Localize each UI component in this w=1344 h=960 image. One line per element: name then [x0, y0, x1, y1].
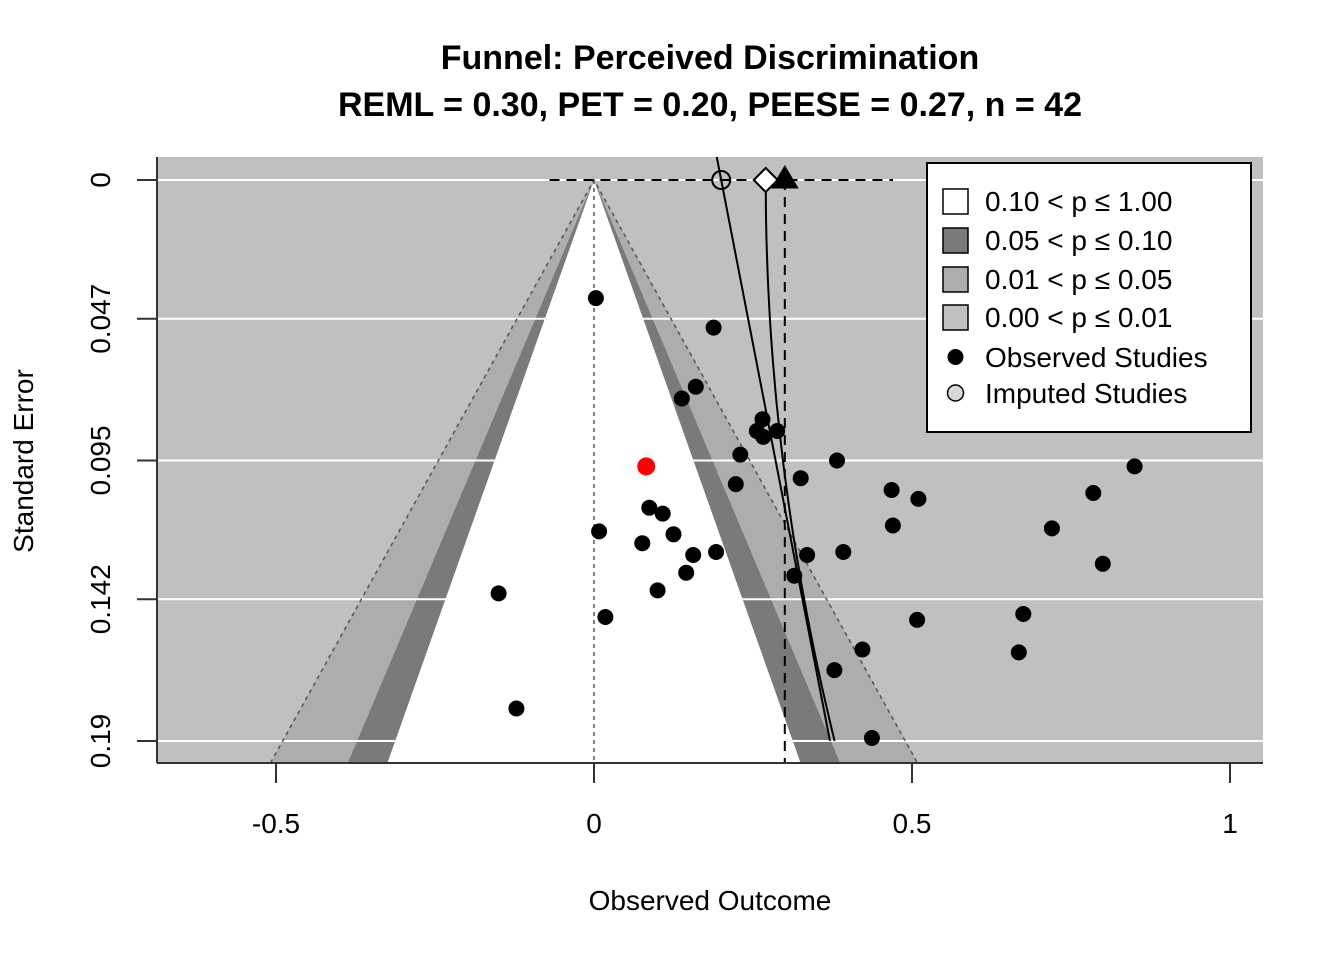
y-axis: 0 0.047 0.095 0.142 0.19: [85, 172, 157, 768]
y-tick-label: 0: [85, 172, 116, 188]
highlighted-study-point: [637, 457, 656, 476]
observed-study-point: [508, 700, 525, 717]
observed-study-point: [641, 499, 658, 516]
legend-marker: [946, 384, 965, 402]
legend-label: Imputed Studies: [985, 378, 1187, 409]
reml-estimate-marker: [770, 165, 799, 189]
observed-study-point: [835, 544, 852, 560]
legend-label: Observed Studies: [985, 342, 1208, 373]
chart-title: Funnel: Perceived Discrimination: [441, 39, 979, 77]
observed-study-point: [792, 470, 809, 487]
legend-swatch: [942, 188, 969, 215]
observed-study-point: [755, 428, 772, 445]
observed-study-point: [1094, 555, 1111, 572]
legend-label: 0.01 < p ≤ 0.05: [985, 264, 1172, 295]
legend-label: 0.05 < p ≤ 0.10: [985, 225, 1172, 256]
pet-estimate-marker: [711, 170, 732, 190]
observed-study-point: [909, 611, 926, 628]
observed-study-point: [685, 547, 702, 563]
peese-curve: [764, 179, 836, 742]
observed-study-point: [708, 544, 725, 560]
observed-study-point: [687, 378, 704, 395]
observed-study-point: [732, 446, 749, 463]
observed-study-point: [1010, 644, 1027, 661]
observed-study-point: [649, 582, 666, 599]
observed-study-point: [490, 585, 507, 602]
y-axis-label: Standard Error: [8, 369, 39, 553]
x-tick-label: -0.5: [252, 808, 300, 839]
peese-estimate-marker: [752, 166, 780, 194]
observed-study-point: [678, 564, 695, 581]
observed-study-point: [1085, 485, 1102, 501]
observed-study-point: [597, 609, 614, 625]
observed-study-point: [705, 319, 722, 336]
observed-study-point: [883, 482, 900, 498]
observed-study-point: [654, 505, 671, 522]
observed-study-point: [799, 547, 816, 563]
y-tick-label: 0.142: [85, 564, 116, 634]
chart-subtitle: REML = 0.30, PET = 0.20, PEESE = 0.27, n…: [338, 86, 1082, 124]
observed-study-point: [854, 641, 871, 658]
legend-label: 0.00 < p ≤ 0.01: [985, 302, 1172, 333]
legend-label: 0.10 < p ≤ 1.00: [985, 186, 1172, 217]
legend-swatch: [942, 266, 969, 293]
x-tick-label: 0: [586, 808, 602, 839]
observed-study-point: [1043, 520, 1060, 537]
x-axis: -0.5 0 0.5 1: [252, 763, 1238, 839]
observed-study-point: [829, 452, 845, 469]
observed-study-point: [591, 523, 608, 540]
observed-study-point: [665, 526, 682, 543]
x-tick-label: 0.5: [893, 808, 932, 839]
y-tick-label: 0.095: [85, 425, 116, 495]
observed-study-point: [863, 730, 880, 746]
observed-study-point: [587, 290, 604, 307]
legend: 0.10 < p ≤ 1.00 0.05 < p ≤ 0.10 0.01 < p ≤…: [926, 162, 1252, 433]
observed-study-point: [769, 423, 786, 439]
study-points: [490, 290, 1143, 746]
observed-study-point: [1126, 458, 1143, 475]
observed-study-point: [1015, 606, 1032, 622]
y-tick-label: 0.047: [85, 284, 116, 354]
y-tick-label: 0.19: [85, 714, 116, 769]
legend-box: [926, 162, 1252, 433]
x-axis-label: Observed Outcome: [589, 885, 832, 916]
observed-study-point: [910, 490, 927, 507]
observed-study-point: [673, 390, 690, 407]
observed-study-point: [727, 476, 744, 493]
x-tick-label: 1: [1222, 808, 1238, 839]
legend-marker: [947, 349, 964, 365]
legend-swatch: [942, 304, 969, 331]
observed-study-point: [884, 517, 901, 534]
observed-study-point: [634, 535, 651, 552]
observed-study-point: [826, 662, 843, 679]
legend-swatch: [942, 227, 969, 254]
pet-regression-line: [715, 156, 831, 742]
